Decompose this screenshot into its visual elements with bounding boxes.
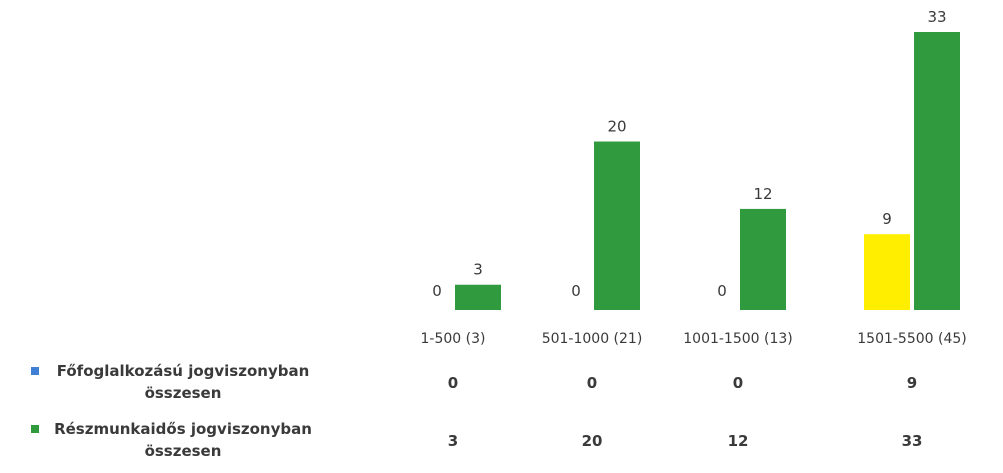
data-label-s2-3: 12	[753, 185, 772, 203]
legend: Főfoglalkozású jogviszonyban összesen Rész…	[31, 362, 312, 460]
table-cell-s2-2: 20	[582, 432, 603, 450]
table-cell-s1-3: 0	[733, 374, 743, 392]
table-cell-s1-2: 0	[587, 374, 597, 392]
table-cell-s2-4: 33	[902, 432, 923, 450]
bar-s2-4	[914, 32, 960, 310]
bar-s1-4	[864, 234, 910, 310]
data-label-s1-2: 0	[571, 282, 581, 300]
legend-swatch-2	[31, 425, 39, 433]
category-axis-labels: 1-500 (3) 501-1000 (21) 1001-1500 (13) 1501…	[421, 331, 967, 347]
bar-s2-1	[455, 284, 501, 310]
category-label-4: 1501-5500 (45)	[857, 331, 967, 347]
data-label-s1-3: 0	[717, 282, 727, 300]
data-label-s2-4: 33	[927, 8, 946, 26]
category-label-3: 1001-1500 (13)	[683, 331, 793, 347]
bar-s2-2	[594, 141, 640, 310]
table-cell-s2-3: 12	[728, 432, 749, 450]
category-label-2: 501-1000 (21)	[542, 331, 643, 347]
data-label-s2-2: 20	[607, 118, 626, 136]
data-label-s1-4: 9	[882, 210, 892, 228]
table-cell-s1-4: 9	[907, 374, 917, 392]
table-cell-s1-1: 0	[448, 374, 458, 392]
data-label-s1-1: 0	[432, 282, 442, 300]
legend-label-2: Részmunkaidős jogviszonyban összesen	[54, 420, 312, 460]
category-label-1: 1-500 (3)	[421, 331, 486, 347]
data-labels: 0 3 0 20 0 12 9 33	[432, 8, 946, 300]
data-table: 0 0 0 9 3 20 12 33	[448, 374, 923, 450]
table-cell-s2-1: 3	[448, 432, 458, 450]
data-label-s2-1: 3	[473, 261, 483, 279]
bar-s2-3	[740, 208, 786, 310]
plot-area	[455, 32, 960, 310]
legend-swatch-1	[31, 367, 39, 375]
legend-label-1: Főfoglalkozású jogviszonyban összesen	[57, 362, 310, 402]
